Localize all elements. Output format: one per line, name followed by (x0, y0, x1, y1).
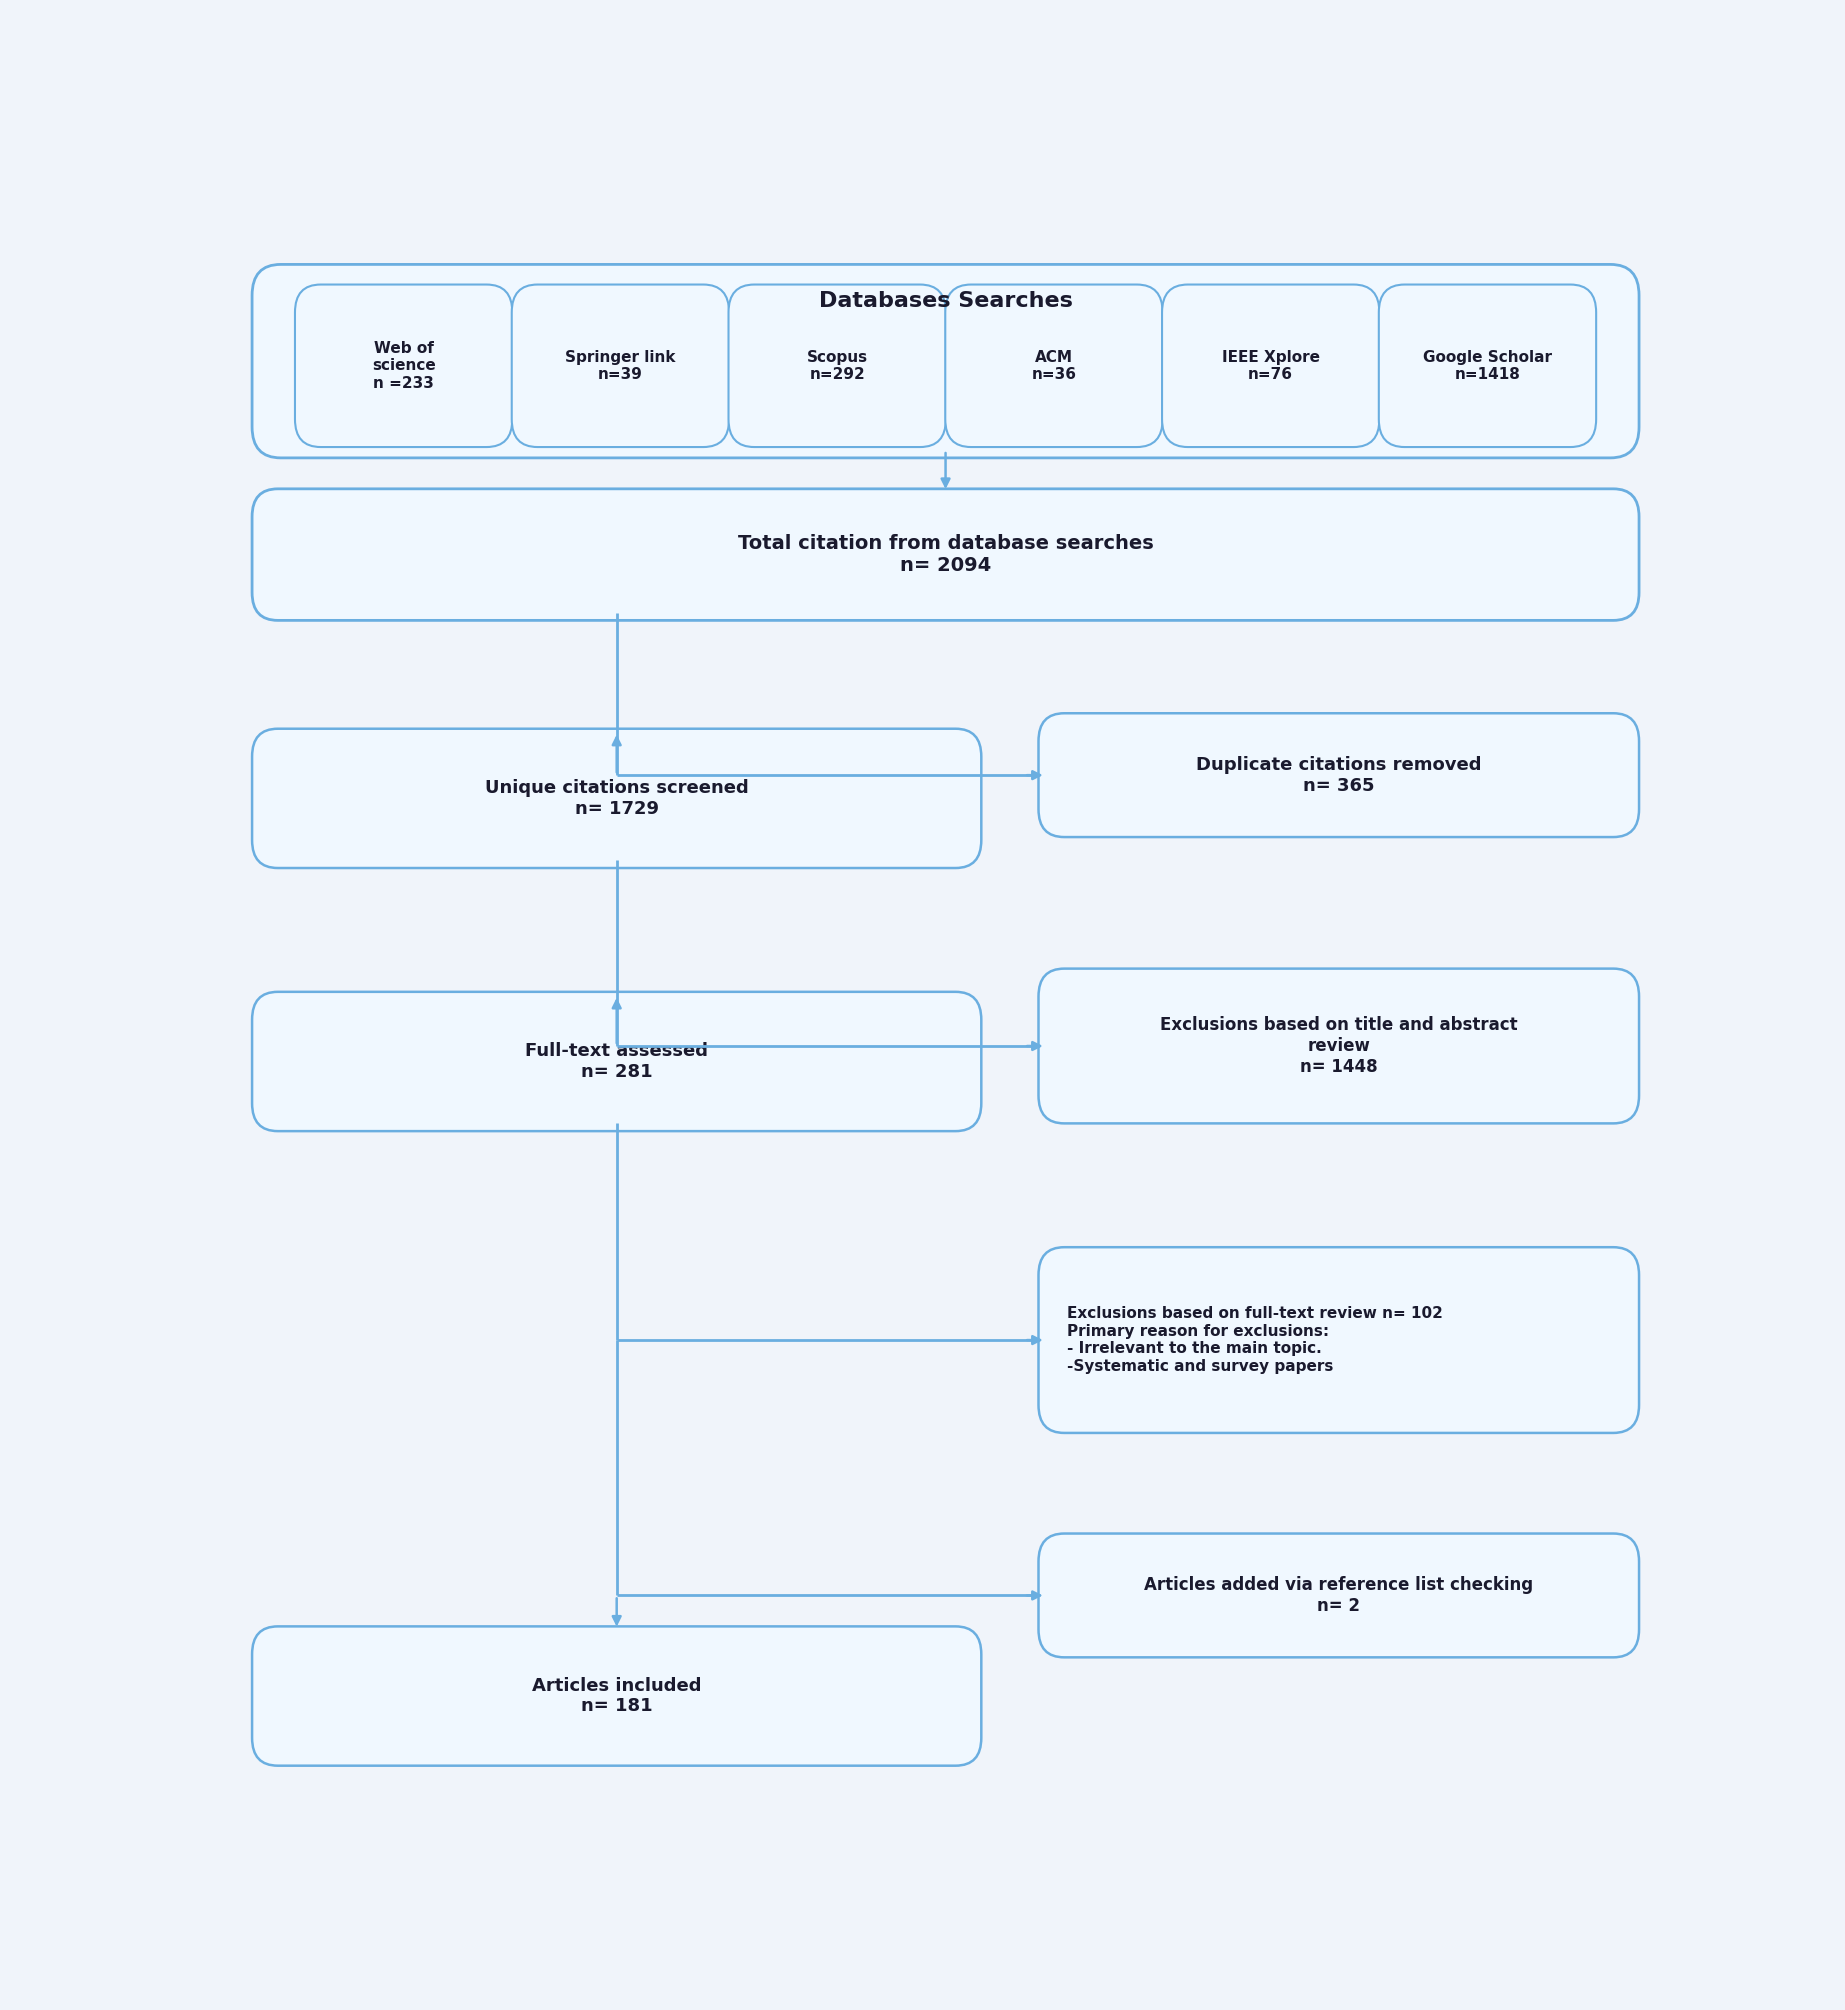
Text: ACM
n=36: ACM n=36 (1031, 350, 1076, 382)
Text: Google Scholar
n=1418: Google Scholar n=1418 (1422, 350, 1552, 382)
FancyBboxPatch shape (1039, 969, 1638, 1124)
Text: Full-text assessed
n= 281: Full-text assessed n= 281 (526, 1041, 708, 1081)
Text: Articles added via reference list checking
n= 2: Articles added via reference list checki… (1144, 1576, 1533, 1614)
FancyBboxPatch shape (253, 730, 982, 868)
Text: Unique citations screened
n= 1729: Unique citations screened n= 1729 (485, 780, 749, 818)
Text: Total citation from database searches
n= 2094: Total citation from database searches n=… (738, 535, 1153, 575)
FancyBboxPatch shape (253, 1626, 982, 1765)
FancyBboxPatch shape (1162, 285, 1380, 446)
Text: Web of
science
n =233: Web of science n =233 (371, 342, 435, 390)
Text: Exclusions based on full-text review n= 102
Primary reason for exclusions:
- Irr: Exclusions based on full-text review n= … (1066, 1306, 1443, 1373)
Text: Databases Searches: Databases Searches (819, 291, 1072, 312)
Text: Springer link
n=39: Springer link n=39 (565, 350, 675, 382)
FancyBboxPatch shape (1039, 1246, 1638, 1433)
FancyBboxPatch shape (511, 285, 729, 446)
Text: Duplicate citations removed
n= 365: Duplicate citations removed n= 365 (1196, 756, 1482, 794)
FancyBboxPatch shape (729, 285, 946, 446)
Text: Scopus
n=292: Scopus n=292 (806, 350, 867, 382)
Text: Exclusions based on title and abstract
review
n= 1448: Exclusions based on title and abstract r… (1161, 1017, 1518, 1075)
FancyBboxPatch shape (253, 488, 1638, 621)
Text: IEEE Xplore
n=76: IEEE Xplore n=76 (1221, 350, 1319, 382)
FancyBboxPatch shape (295, 285, 513, 446)
FancyBboxPatch shape (253, 265, 1638, 458)
FancyBboxPatch shape (253, 991, 982, 1132)
FancyBboxPatch shape (1378, 285, 1596, 446)
FancyBboxPatch shape (1039, 714, 1638, 836)
FancyBboxPatch shape (1039, 1534, 1638, 1658)
FancyBboxPatch shape (945, 285, 1162, 446)
Text: Articles included
n= 181: Articles included n= 181 (531, 1676, 701, 1715)
